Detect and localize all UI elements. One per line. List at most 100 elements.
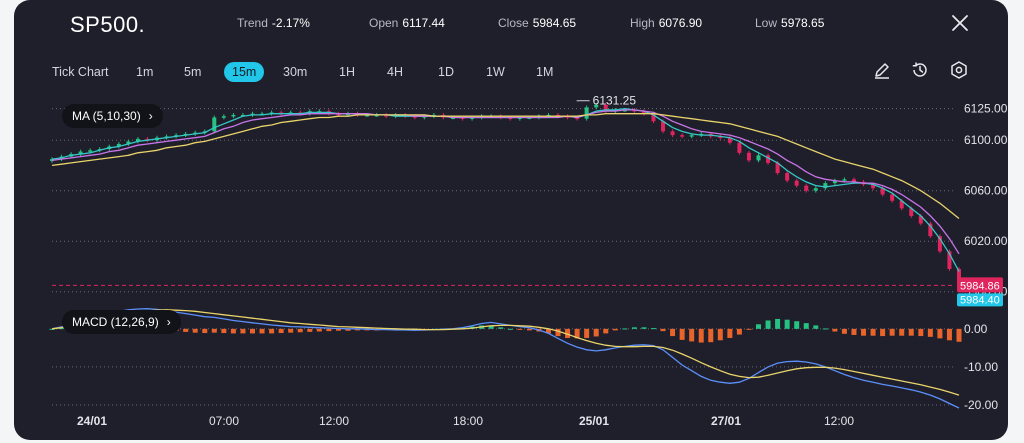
candle-body bbox=[718, 136, 723, 138]
tf-4h[interactable]: 4H bbox=[387, 65, 403, 79]
candle-body bbox=[813, 188, 818, 191]
macd-histogram-bar bbox=[249, 328, 255, 334]
candle-body bbox=[622, 109, 627, 112]
x-axis-tick: 18:00 bbox=[453, 414, 483, 428]
macd-histogram-bar bbox=[526, 328, 532, 331]
tf-1mo[interactable]: 1M bbox=[536, 65, 554, 79]
candle-body bbox=[584, 107, 589, 119]
trend-stat: Trend -2.17% bbox=[237, 16, 310, 30]
macd-histogram-bar bbox=[822, 328, 828, 330]
current-price-label: 5984.86 bbox=[960, 280, 1000, 292]
candle-body bbox=[670, 131, 675, 136]
candle-body bbox=[641, 111, 646, 114]
candle-body bbox=[527, 117, 532, 119]
macd-histogram-bar bbox=[355, 328, 361, 331]
high-stat: High 6076.90 bbox=[630, 16, 703, 30]
macd-histogram-bar bbox=[717, 328, 723, 341]
candle-body bbox=[785, 173, 790, 181]
macd-histogram-bar bbox=[660, 328, 666, 332]
candle-body bbox=[918, 215, 923, 224]
candle-body bbox=[651, 113, 656, 122]
settings-icon[interactable] bbox=[949, 60, 969, 80]
x-axis-tick: 12:00 bbox=[824, 414, 854, 428]
candle-body bbox=[689, 135, 694, 137]
macd-histogram-bar bbox=[841, 328, 847, 334]
macd-histogram-bar bbox=[211, 328, 217, 333]
candle-body bbox=[384, 114, 389, 117]
candle-body bbox=[517, 117, 522, 119]
high-marker-label: 6131.25 bbox=[593, 94, 637, 108]
tf-1d[interactable]: 1D bbox=[438, 65, 454, 79]
macd-axis-tick: -20.00 bbox=[964, 398, 998, 412]
ma-indicator-pill[interactable]: MA (5,10,30) › bbox=[62, 104, 163, 128]
macd-histogram-bar bbox=[545, 328, 551, 334]
candle-body bbox=[928, 223, 933, 237]
candle-body bbox=[899, 200, 904, 209]
tf-1w[interactable]: 1W bbox=[486, 65, 505, 79]
macd-histogram-bar bbox=[908, 328, 914, 336]
tf-5m[interactable]: 5m bbox=[184, 65, 202, 79]
candle-body bbox=[775, 162, 780, 174]
macd-histogram-bar bbox=[670, 328, 676, 337]
bid-price-label: 5984.40 bbox=[960, 294, 1000, 306]
macd-histogram-bar bbox=[727, 328, 733, 338]
ma10-line bbox=[51, 109, 960, 255]
macd-histogram-bar bbox=[307, 328, 313, 332]
macd-histogram-bar bbox=[775, 318, 781, 329]
macd-histogram-bar bbox=[622, 328, 628, 330]
ma30-line bbox=[51, 113, 960, 220]
current-price-badge bbox=[957, 277, 1003, 293]
pencil-icon[interactable] bbox=[872, 60, 892, 80]
candle-body bbox=[680, 135, 685, 137]
price-axis-tick: 6060.00 bbox=[964, 184, 1008, 198]
close-icon[interactable] bbox=[950, 13, 970, 33]
candle-body bbox=[221, 116, 226, 118]
x-axis-tick: 24/01 bbox=[77, 414, 107, 428]
close-stat: Close 5984.65 bbox=[498, 16, 577, 30]
macd-histogram-bar bbox=[192, 328, 198, 333]
candle-body bbox=[746, 152, 751, 161]
tf-tick-chart[interactable]: Tick Chart bbox=[52, 65, 109, 79]
macd-histogram-bar bbox=[345, 328, 351, 331]
x-axis-tick: 12:00 bbox=[319, 414, 349, 428]
low-stat: Low 5978.65 bbox=[755, 16, 825, 30]
candle-body bbox=[957, 268, 961, 286]
candle-body bbox=[365, 114, 370, 117]
candle-body bbox=[851, 179, 856, 182]
macd-histogram-bar bbox=[946, 328, 952, 341]
macd-histogram-bar bbox=[813, 325, 819, 329]
macd-histogram-bar bbox=[230, 328, 236, 334]
tf-30m[interactable]: 30m bbox=[283, 65, 308, 79]
candle-body bbox=[135, 138, 140, 142]
candle-body bbox=[909, 208, 914, 216]
tf-1h[interactable]: 1H bbox=[339, 65, 355, 79]
candle-body bbox=[594, 104, 599, 108]
macd-histogram-bar bbox=[641, 327, 647, 329]
macd-line bbox=[51, 308, 960, 409]
candle-body bbox=[727, 137, 732, 143]
tf-1m[interactable]: 1m bbox=[136, 65, 154, 79]
macd-indicator-pill[interactable]: MACD (12,26,9) › bbox=[62, 310, 181, 334]
x-axis-tick: 25/01 bbox=[579, 414, 609, 428]
candle-body bbox=[832, 180, 837, 184]
macd-histogram-bar bbox=[593, 328, 599, 337]
macd-histogram-bar bbox=[221, 328, 227, 334]
price-chart[interactable]: 6125.006100.006060.006020.005980.000.00-… bbox=[14, 0, 1008, 440]
symbol-title: SP500. bbox=[70, 12, 146, 37]
macd-histogram-bar bbox=[650, 328, 656, 330]
macd-histogram-bar bbox=[956, 328, 962, 342]
macd-histogram-bar bbox=[794, 321, 800, 329]
price-axis-tick: 6020.00 bbox=[964, 234, 1008, 248]
tf-15m[interactable]: 15m bbox=[224, 62, 265, 82]
open-stat: Open 6117.44 bbox=[369, 16, 445, 30]
macd-histogram-bar bbox=[335, 328, 341, 331]
candle-body bbox=[212, 117, 217, 132]
candle-body bbox=[345, 113, 350, 116]
macd-histogram-bar bbox=[832, 328, 838, 332]
history-icon[interactable] bbox=[910, 60, 930, 80]
candle-body bbox=[871, 184, 876, 189]
macd-histogram-bar bbox=[517, 328, 523, 330]
macd-histogram-bar bbox=[584, 328, 590, 338]
candle-body bbox=[756, 155, 761, 161]
macd-histogram-bar bbox=[631, 327, 637, 329]
